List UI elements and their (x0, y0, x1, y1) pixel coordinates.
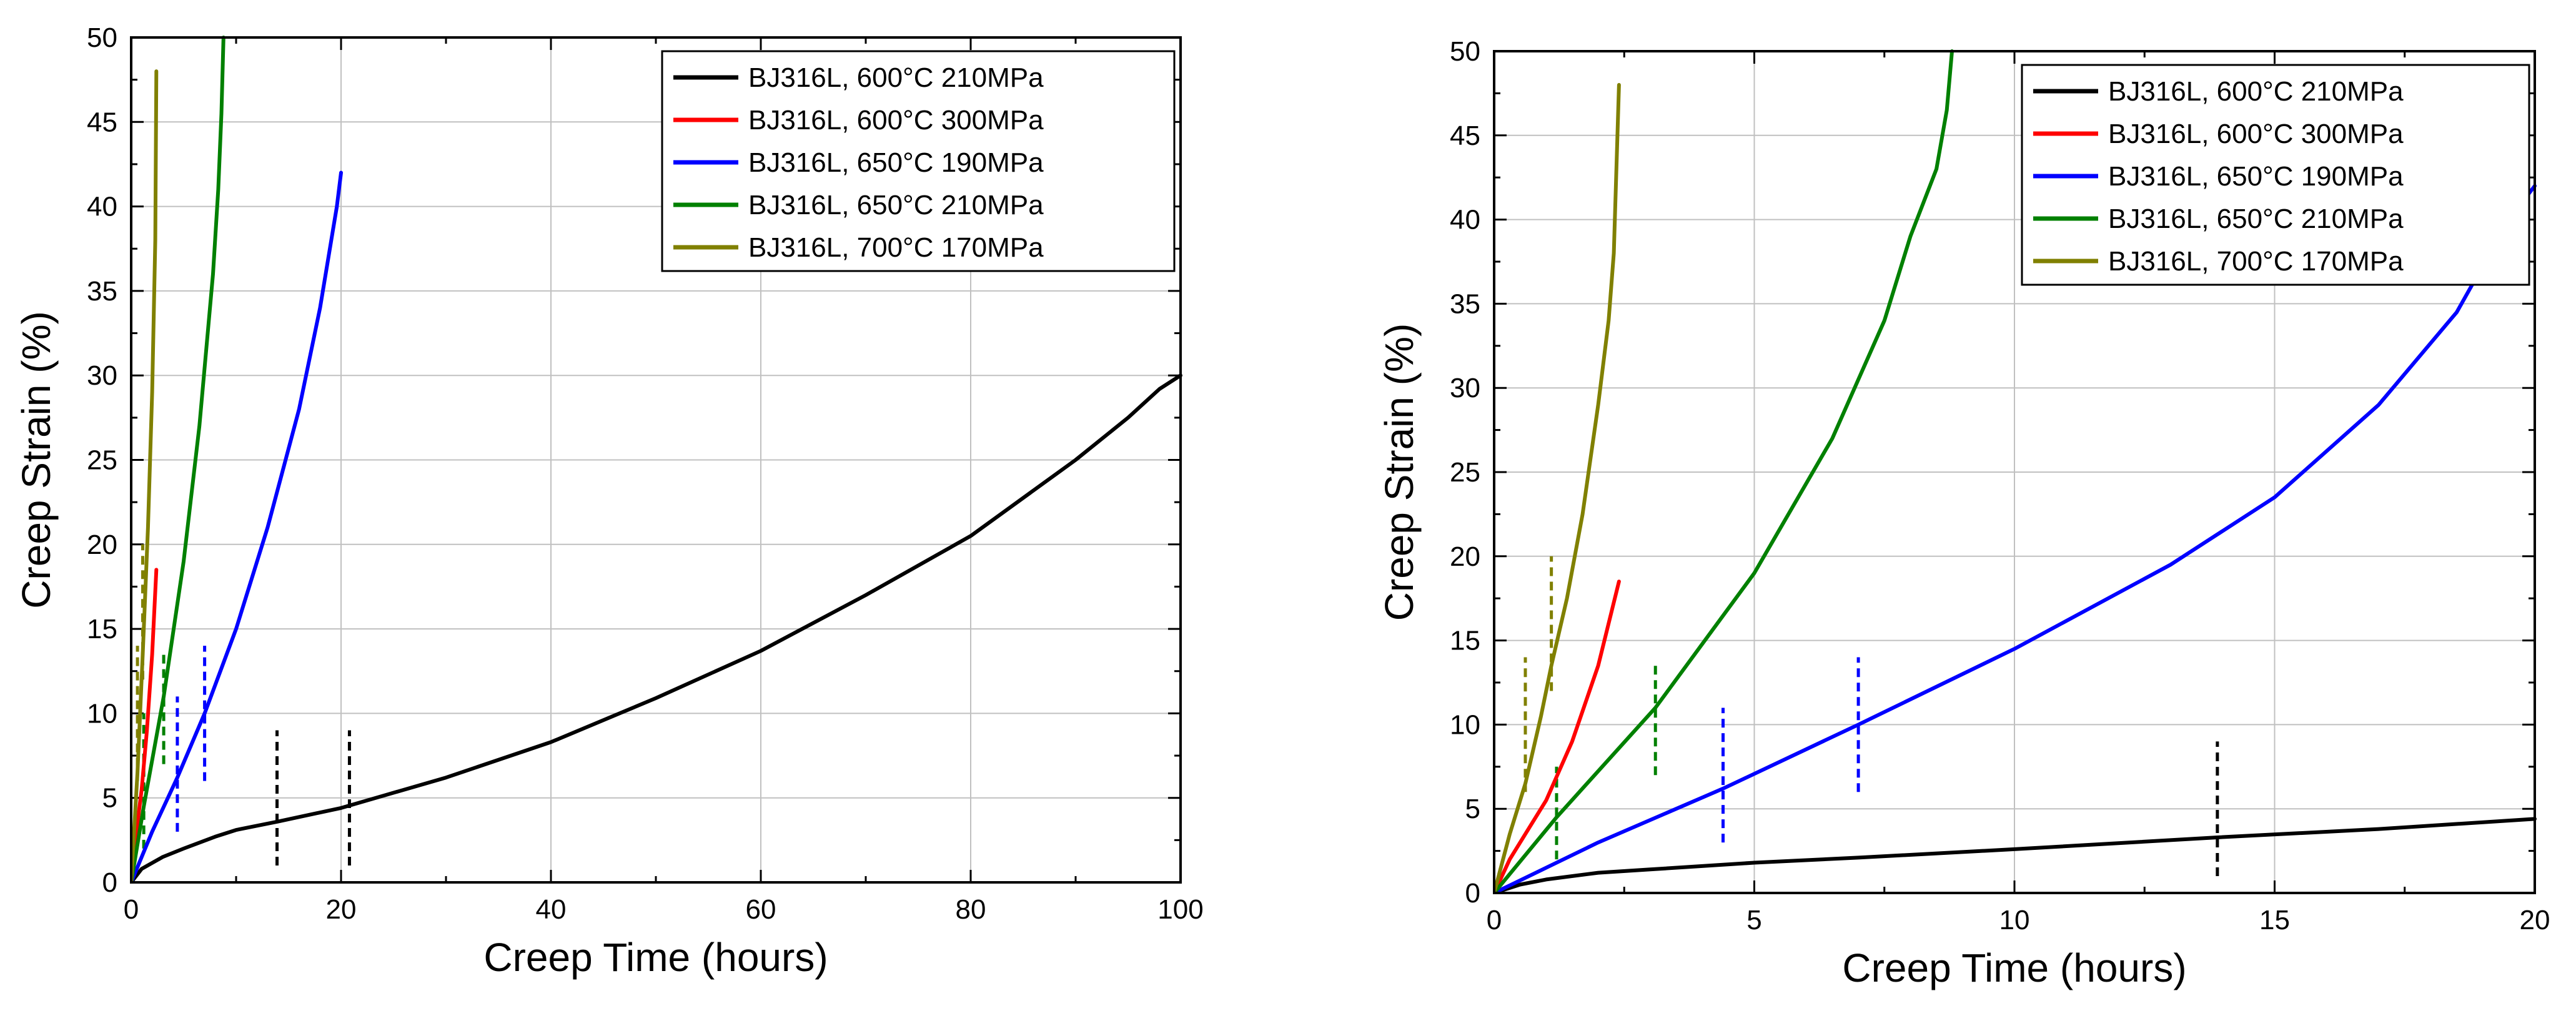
legend-label-4: BJ316L, 650°C 210MPa (2108, 204, 2404, 234)
x-tick-label: 0 (124, 894, 139, 925)
y-tick-label: 50 (87, 22, 117, 53)
x-tick-label: 20 (326, 894, 357, 925)
chart-panel-1: 0 20 40 60 80 100 0 5 10 15 20 25 30 35 40 45 50 Creep Ti… (14, 22, 1204, 980)
x-tick-label: 80 (956, 894, 986, 925)
legend-label-4: BJ316L, 650°C 210MPa (748, 190, 1044, 220)
y-tick-label: 20 (1450, 541, 1480, 572)
chart-panel-2: 0 5 10 15 20 0 5 10 15 20 25 30 35 40 45 50 Creep Time (… (1377, 36, 2550, 990)
y-tick-label: 15 (1450, 626, 1480, 656)
x-axis-label: Creep Time (hours) (1842, 945, 2186, 990)
y-tick-label: 10 (87, 698, 117, 729)
series-line-3 (131, 170, 343, 882)
x-tick-label: 15 (2259, 905, 2290, 935)
legend-label-5: BJ316L, 700°C 170MPa (2108, 246, 2404, 277)
legend-box (2021, 64, 2530, 286)
y-tick-label: 15 (87, 614, 117, 644)
legend-label-5: BJ316L, 700°C 170MPa (748, 232, 1044, 263)
y-axis-label: Creep Strain (%) (1377, 323, 1422, 621)
legend-box (661, 50, 1176, 272)
series-line-2 (1494, 579, 1621, 893)
y-tick-label: 10 (1450, 709, 1480, 740)
y-tick-label: 30 (1450, 373, 1480, 403)
x-tick-label: 40 (536, 894, 567, 925)
x-tick-label: 100 (1157, 894, 1203, 925)
x-tick-label: 5 (1746, 905, 1761, 935)
y-tick-label: 20 (87, 530, 117, 560)
legend: BJ316L, 600°C 210MPa BJ316L, 600°C 300MPa… (661, 50, 1176, 272)
legend-label-2: BJ316L, 600°C 300MPa (2108, 119, 2404, 149)
y-tick-label: 5 (1465, 794, 1480, 824)
y-tick-label: 45 (87, 107, 117, 137)
y-tick-label: 0 (1465, 878, 1480, 909)
series-line-3 (1494, 184, 2537, 893)
series-line-1 (131, 373, 1182, 882)
y-tick-label: 25 (87, 445, 117, 476)
y-tick-label: 35 (1450, 289, 1480, 319)
x-tick-label: 60 (746, 894, 776, 925)
legend-label-1: BJ316L, 600°C 210MPa (2108, 76, 2404, 107)
y-tick-label: 25 (1450, 457, 1480, 488)
series-line-4 (1494, 49, 1954, 893)
legend-label-2: BJ316L, 600°C 300MPa (748, 105, 1044, 136)
x-tick-label: 20 (2520, 905, 2550, 935)
y-tick-label: 30 (87, 360, 117, 391)
x-tick-label: 10 (1999, 905, 2030, 935)
legend: BJ316L, 600°C 210MPa BJ316L, 600°C 300MPa… (2021, 64, 2530, 286)
x-axis-label: Creep Time (hours) (483, 935, 828, 980)
plot-frame (130, 36, 1182, 884)
legend-label-3: BJ316L, 650°C 190MPa (748, 147, 1044, 178)
series-line-1 (1494, 817, 2537, 893)
y-tick-label: 5 (102, 783, 117, 814)
series-line-5 (1494, 82, 1621, 893)
plot-frame (1493, 50, 2536, 894)
series-line-5 (131, 69, 159, 882)
y-tick-label: 40 (1450, 205, 1480, 235)
y-tick-label: 40 (87, 192, 117, 222)
legend-label-1: BJ316L, 600°C 210MPa (748, 62, 1044, 93)
y-axis-label: Creep Strain (%) (14, 311, 59, 609)
y-tick-label: 35 (87, 276, 117, 307)
y-tick-label: 0 (102, 867, 117, 898)
x-tick-label: 0 (1487, 905, 1502, 935)
legend-label-3: BJ316L, 650°C 190MPa (2108, 161, 2404, 192)
y-tick-label: 50 (1450, 36, 1480, 67)
y-tick-label: 45 (1450, 121, 1480, 151)
series-line-4 (131, 36, 225, 882)
